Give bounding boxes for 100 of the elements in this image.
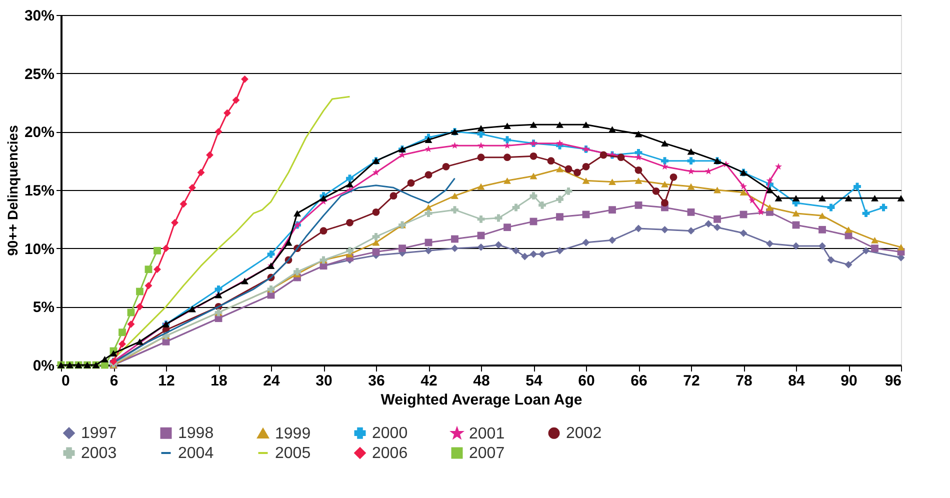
point [827,256,835,264]
point [564,187,572,195]
legend-label: 2002 [566,425,602,442]
point [608,126,616,133]
x-tick-label: 24 [263,372,280,390]
point [424,171,432,179]
y-tick-label: 15% [24,182,54,200]
point [477,124,485,132]
point [136,288,144,296]
point [556,166,564,172]
point [538,201,546,209]
point [740,189,748,196]
legend-label: 2007 [469,445,505,462]
point [127,320,135,328]
point [687,157,695,165]
point [556,213,564,221]
x-tick-label: 0 [62,372,70,390]
point [827,204,835,212]
legend-label: 1998 [178,425,214,442]
legend-label: 2000 [372,425,408,442]
point [512,246,520,254]
point [372,168,380,176]
point [101,356,108,362]
x-tick-label: 78 [736,372,752,390]
point [792,194,800,202]
point [214,128,222,136]
point [661,226,668,234]
point [530,192,538,200]
legend-label: 1999 [275,425,311,442]
x-tick-label: 60 [578,372,595,390]
point [634,154,642,160]
y-axis-title: 90++ Delinquencies [4,124,20,256]
point [608,206,616,214]
point [424,210,432,218]
point [766,176,774,184]
point [687,208,695,216]
point [390,192,398,200]
point [617,154,625,162]
point [118,328,126,336]
point [897,244,905,250]
point [670,173,678,181]
point [494,214,502,222]
point [372,239,380,246]
point [582,238,590,246]
x-tick-label: 18 [210,372,228,390]
x-tick-label: 6 [110,372,118,390]
point [538,250,546,258]
x-tick-label: 42 [420,372,438,390]
point [442,162,450,170]
point [661,199,668,207]
y-tick-label: 0% [32,358,54,374]
point [757,208,765,216]
point [897,194,905,202]
point [556,140,564,146]
point [346,218,354,226]
point [504,177,511,184]
point [844,260,852,268]
point [564,165,572,173]
point [407,179,415,187]
legend-label: 2004 [178,445,214,462]
point [154,246,161,254]
x-tick-label: 96 [884,372,902,390]
x-tick-label: 72 [683,372,700,390]
point [294,210,301,217]
point [294,268,301,276]
point [714,224,721,232]
point [871,194,878,202]
point [818,226,826,234]
point [766,204,774,211]
point [188,184,196,192]
point [774,194,782,202]
point [162,244,170,252]
point [608,236,616,244]
point [740,182,748,190]
point [504,122,511,130]
legend-label: 1997 [81,425,117,442]
point [477,243,485,251]
point [197,168,205,176]
y-tick-label: 30% [24,8,54,24]
point [880,204,888,212]
point [267,250,275,258]
point [634,177,642,184]
point [792,210,800,217]
point [818,194,826,202]
point [346,246,354,254]
point [687,183,695,190]
point [687,168,695,174]
point [774,162,782,170]
point [556,196,564,204]
legend-label: 2001 [469,426,505,442]
point [766,240,774,248]
point [792,242,800,250]
point [547,157,555,165]
point [144,282,152,290]
point [144,266,152,274]
point [214,285,222,293]
x-tick-label: 66 [630,372,648,390]
point [424,246,432,254]
point [320,227,328,235]
point [600,151,608,159]
